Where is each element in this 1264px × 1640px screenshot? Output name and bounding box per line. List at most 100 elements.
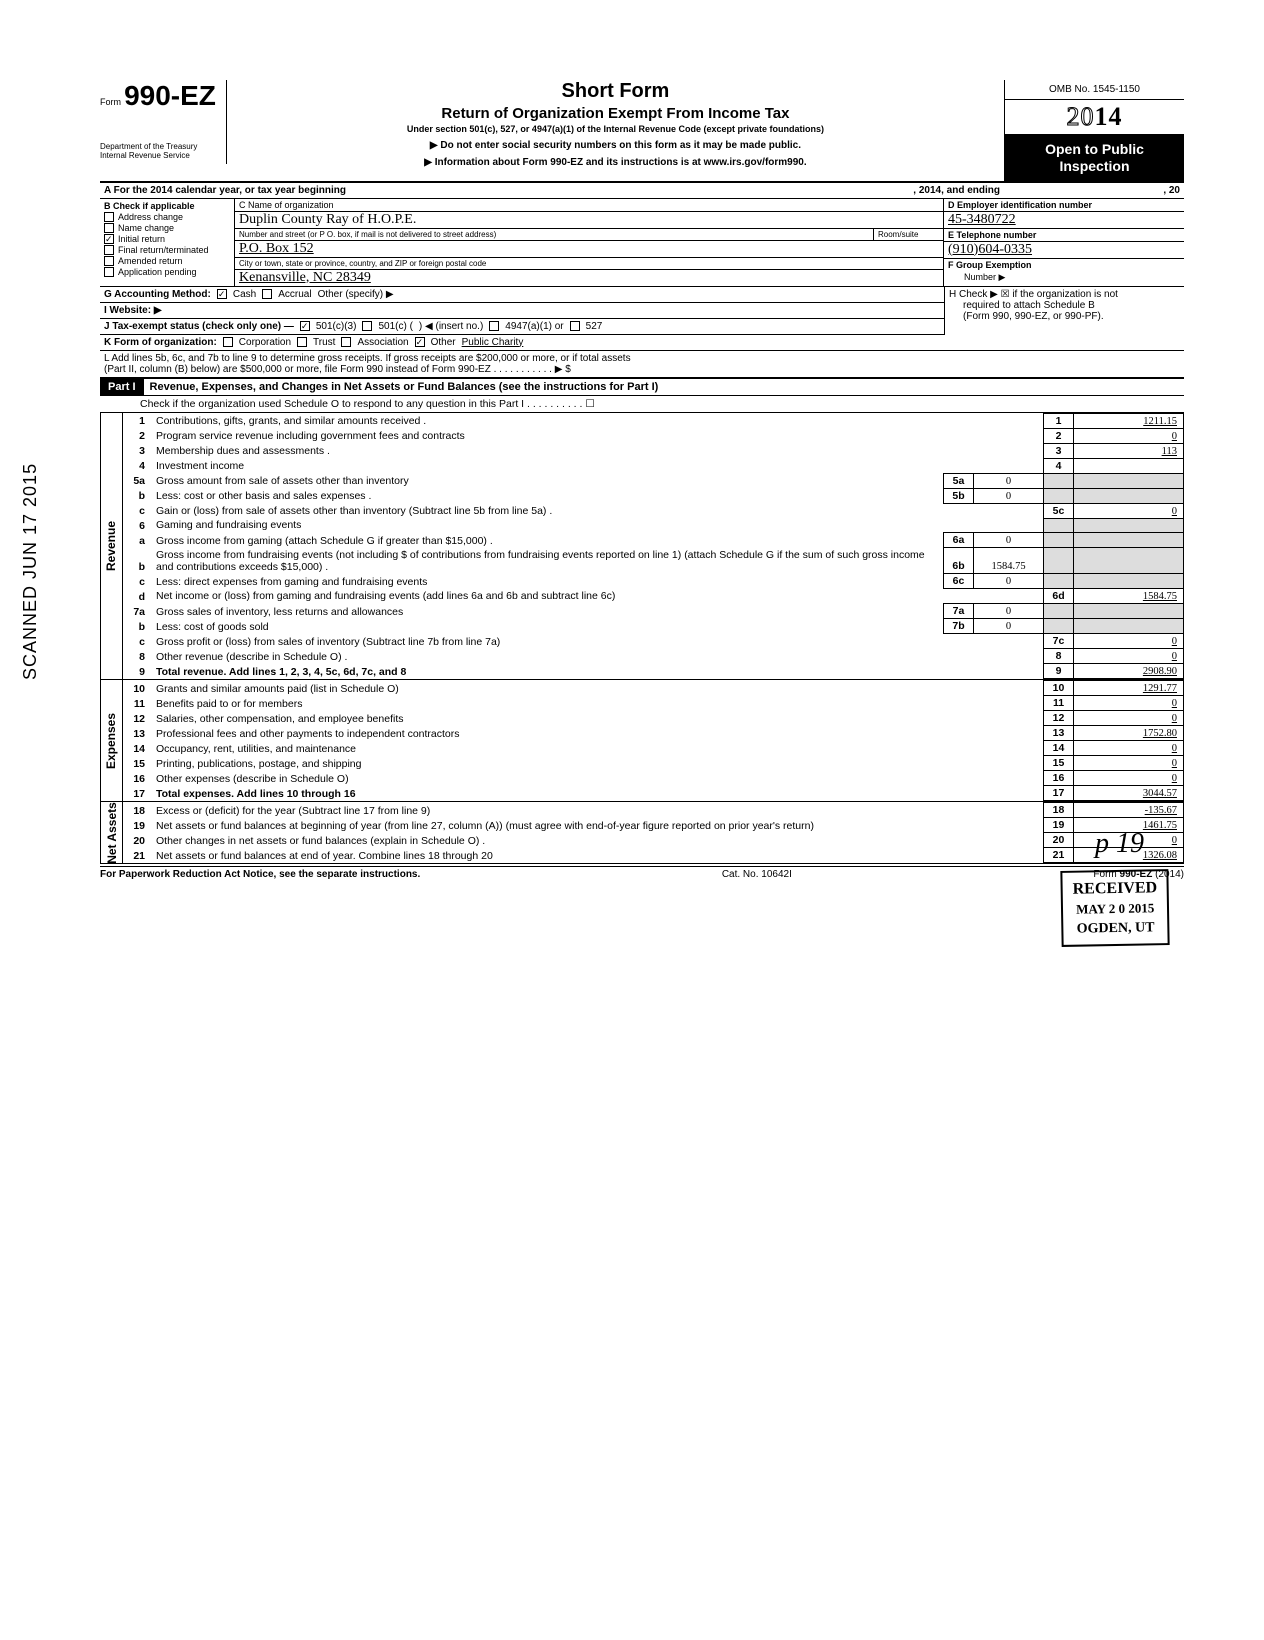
form-line: 4Investment income4 <box>123 458 1184 473</box>
form-line: bGross income from fundraising events (n… <box>123 548 1184 574</box>
501c-checkbox[interactable] <box>362 321 372 331</box>
501c3-checkbox[interactable] <box>300 321 310 331</box>
line-number: a <box>123 533 153 548</box>
form-line: 7aGross sales of inventory, less returns… <box>123 604 1184 619</box>
val-box-shaded <box>1074 533 1184 548</box>
line-value: 0 <box>1074 741 1184 756</box>
line-desc: Other revenue (describe in Schedule O) . <box>153 649 1044 664</box>
b-option-label: Final return/terminated <box>118 245 209 255</box>
b-option: Amended return <box>104 256 230 266</box>
line-number: 14 <box>123 741 153 756</box>
line-value: 0 <box>1074 634 1184 649</box>
form-line: aGross income from gaming (attach Schedu… <box>123 533 1184 548</box>
form-line: 12Salaries, other compensation, and empl… <box>123 711 1184 726</box>
corp-checkbox[interactable] <box>223 337 233 347</box>
line-number: 3 <box>123 443 153 458</box>
title: Short Form <box>235 80 996 103</box>
right-header: OMB No. 1545-1150 2014 Open to Public In… <box>1004 80 1184 181</box>
line-value: -135.67 <box>1074 803 1184 818</box>
other-checkbox[interactable] <box>415 337 425 347</box>
line-number: 19 <box>123 818 153 833</box>
b-checkbox[interactable] <box>104 234 114 244</box>
netassets-section: Net Assets 18Excess or (deficit) for the… <box>100 801 1184 864</box>
col-b: B Check if applicable Address changeName… <box>100 199 235 286</box>
line-desc: Gaming and fundraising events <box>153 518 1044 533</box>
527-checkbox[interactable] <box>570 321 580 331</box>
line-number: b <box>123 488 153 503</box>
tax-year: 2014 <box>1005 100 1184 135</box>
line-number: c <box>123 574 153 589</box>
cash-checkbox[interactable] <box>217 289 227 299</box>
line-value: 2908.90 <box>1074 664 1184 679</box>
b-checkbox[interactable] <box>104 256 114 266</box>
city-label: City or town, state or province, country… <box>235 258 943 270</box>
line-num-box: 13 <box>1044 726 1074 741</box>
line-value: 0 <box>1074 756 1184 771</box>
line-desc: Gross profit or (loss) from sales of inv… <box>153 634 1044 649</box>
line-number: 4 <box>123 458 153 473</box>
line-number: 16 <box>123 771 153 786</box>
revenue-section: Revenue 1Contributions, gifts, grants, a… <box>100 413 1184 680</box>
line-num-box: 19 <box>1044 818 1074 833</box>
line-desc: Benefits paid to or for members <box>153 696 1044 711</box>
b-checkbox[interactable] <box>104 245 114 255</box>
b-header: B Check if applicable <box>104 201 230 211</box>
line-value: 0 <box>1074 696 1184 711</box>
line-desc: Salaries, other compensation, and employ… <box>153 711 1044 726</box>
form-number: 990-EZ <box>124 80 216 111</box>
b-checkbox[interactable] <box>104 267 114 277</box>
line-k: K Form of organization: Corporation Trus… <box>100 335 1184 351</box>
form-line: 10Grants and similar amounts paid (list … <box>123 681 1184 696</box>
line-num-box: 1 <box>1044 413 1074 428</box>
assoc-checkbox[interactable] <box>341 337 351 347</box>
line-number: 6 <box>123 518 153 533</box>
b-checkbox[interactable] <box>104 223 114 233</box>
addr-label: Number and street (or P O. box, if mail … <box>235 229 873 241</box>
b-option: Initial return <box>104 234 230 244</box>
expenses-label: Expenses <box>105 713 119 769</box>
line-num-box: 2 <box>1044 428 1074 443</box>
form-line: cLess: direct expenses from gaming and f… <box>123 574 1184 589</box>
form-line: 1Contributions, gifts, grants, and simil… <box>123 413 1184 428</box>
line-desc: Gross sales of inventory, less returns a… <box>153 604 944 619</box>
section-b-c-d: B Check if applicable Address changeName… <box>100 199 1184 287</box>
4947-checkbox[interactable] <box>489 321 499 331</box>
line-desc: Less: cost of goods sold <box>153 619 944 634</box>
under-note: Under section 501(c), 527, or 4947(a)(1)… <box>235 124 996 134</box>
line-desc: Gross income from fundraising events (no… <box>153 548 944 574</box>
trust-checkbox[interactable] <box>297 337 307 347</box>
form-line: 11Benefits paid to or for members110 <box>123 696 1184 711</box>
accrual-checkbox[interactable] <box>262 289 272 299</box>
form-line: 3Membership dues and assessments .3113 <box>123 443 1184 458</box>
sub-line-box: 7b <box>944 619 974 634</box>
b-option-label: Address change <box>118 212 183 222</box>
line-number: 8 <box>123 649 153 664</box>
header: Form 990-EZ Department of the Treasury I… <box>100 80 1184 183</box>
num-box-shaded <box>1044 604 1074 619</box>
line-num-box: 16 <box>1044 771 1074 786</box>
part1-title: Revenue, Expenses, and Changes in Net As… <box>144 379 665 395</box>
val-box-shaded <box>1074 604 1184 619</box>
sub-line-value: 0 <box>974 488 1044 503</box>
val-box-shaded <box>1074 574 1184 589</box>
val-box-shaded <box>1074 619 1184 634</box>
form-line: 6Gaming and fundraising events <box>123 518 1184 533</box>
omb: OMB No. 1545-1150 <box>1005 80 1184 100</box>
line-num-box: 18 <box>1044 803 1074 818</box>
handwritten-page-num: p 19 <box>1095 828 1144 860</box>
line-number: 11 <box>123 696 153 711</box>
line-desc: Gross amount from sale of assets other t… <box>153 473 944 488</box>
dept1: Department of the Treasury <box>100 142 216 151</box>
b-checkbox[interactable] <box>104 212 114 222</box>
line-num-box: 6d <box>1044 589 1074 604</box>
val-box-shaded <box>1074 473 1184 488</box>
line-desc: Net assets or fund balances at end of ye… <box>153 848 1044 863</box>
line-desc: Total revenue. Add lines 1, 2, 3, 4, 5c,… <box>153 664 1044 679</box>
form-line: 13Professional fees and other payments t… <box>123 726 1184 741</box>
line-number: 10 <box>123 681 153 696</box>
form-line: 5aGross amount from sale of assets other… <box>123 473 1184 488</box>
val-box-shaded <box>1074 548 1184 574</box>
line-number: 12 <box>123 711 153 726</box>
col-d: D Employer identification number 45-3480… <box>944 199 1184 286</box>
dept2: Internal Revenue Service <box>100 151 216 160</box>
